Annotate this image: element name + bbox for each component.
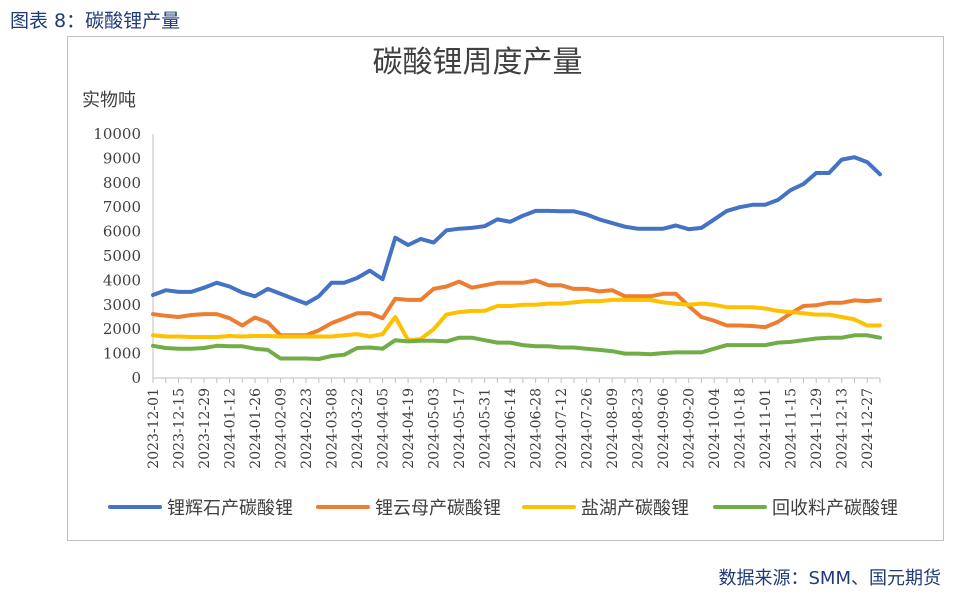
legend-label: 锂云母产碳酸锂: [375, 498, 501, 519]
x-tick-label: 2024-03-08: [325, 388, 341, 469]
x-tick-label: 2024-11-15: [784, 388, 800, 469]
y-tick-label: 10000: [93, 125, 141, 143]
y-tick-label: 4000: [103, 271, 141, 289]
y-tick-label: 2000: [103, 320, 141, 338]
legend-label: 锂辉石产碳酸锂: [167, 498, 293, 519]
x-tick-label: 2024-04-19: [401, 388, 417, 469]
y-tick-label: 0: [131, 369, 141, 387]
x-tick-label: 2024-05-17: [452, 388, 468, 469]
x-tick-label: 2024-09-20: [682, 388, 698, 469]
x-tick-label: 2024-03-22: [350, 388, 366, 469]
x-tick-label: 2023-12-29: [197, 388, 213, 469]
x-tick-label: 2024-12-13: [835, 388, 851, 469]
chart-title: 碳酸锂周度产量: [372, 45, 583, 80]
x-tick-label: 2024-10-18: [733, 388, 749, 469]
series-line-4: [151, 333, 882, 361]
x-tick-label: 2024-11-29: [809, 388, 825, 469]
x-tick-label: 2024-08-09: [605, 388, 621, 469]
series-line-2: [151, 278, 882, 338]
x-tick-label: 2024-01-12: [223, 388, 239, 469]
y-tick-label: 3000: [103, 296, 141, 314]
y-tick-label: 1000: [103, 345, 141, 363]
series-line-3: [151, 297, 882, 343]
x-tick-label: 2024-05-31: [478, 388, 494, 469]
x-tick-label: 2024-11-01: [758, 388, 774, 469]
x-tick-label: 2024-05-03: [427, 388, 443, 469]
x-tick-label: 2023-12-15: [172, 388, 188, 469]
y-tick-label: 7000: [103, 198, 141, 216]
series-line-1: [151, 155, 882, 306]
chart-frame: [67, 36, 944, 541]
x-tick-label: 2024-07-26: [580, 388, 596, 469]
y-axis-unit-label: 实物吨: [82, 90, 136, 111]
x-tick-label: 2024-07-12: [554, 388, 570, 469]
y-tick-label: 8000: [103, 174, 141, 192]
legend-label: 盐湖产碳酸锂: [581, 498, 689, 519]
x-tick-label: 2024-10-04: [707, 388, 723, 469]
x-tick-label: 2024-12-27: [860, 388, 876, 469]
x-tick-label: 2024-06-28: [529, 388, 545, 469]
x-tick-label: 2024-02-09: [274, 388, 290, 469]
y-tick-label: 5000: [103, 247, 141, 265]
legend-label: 回收料产碳酸锂: [772, 498, 898, 519]
x-tick-label: 2024-08-23: [631, 388, 647, 469]
y-tick-label: 9000: [103, 149, 141, 167]
x-tick-label: 2024-01-26: [248, 388, 264, 469]
data-source: 数据来源：SMM、国元期货: [718, 568, 942, 589]
x-tick-label: 2024-09-06: [656, 388, 672, 469]
x-tick-label: 2024-02-23: [299, 388, 315, 469]
x-tick-label: 2023-12-01: [146, 388, 162, 469]
x-tick-label: 2024-04-05: [376, 388, 392, 469]
y-tick-label: 6000: [103, 223, 141, 241]
figure-caption: 图表 8：碳酸锂产量: [10, 10, 181, 32]
x-tick-label: 2024-06-14: [503, 388, 519, 469]
